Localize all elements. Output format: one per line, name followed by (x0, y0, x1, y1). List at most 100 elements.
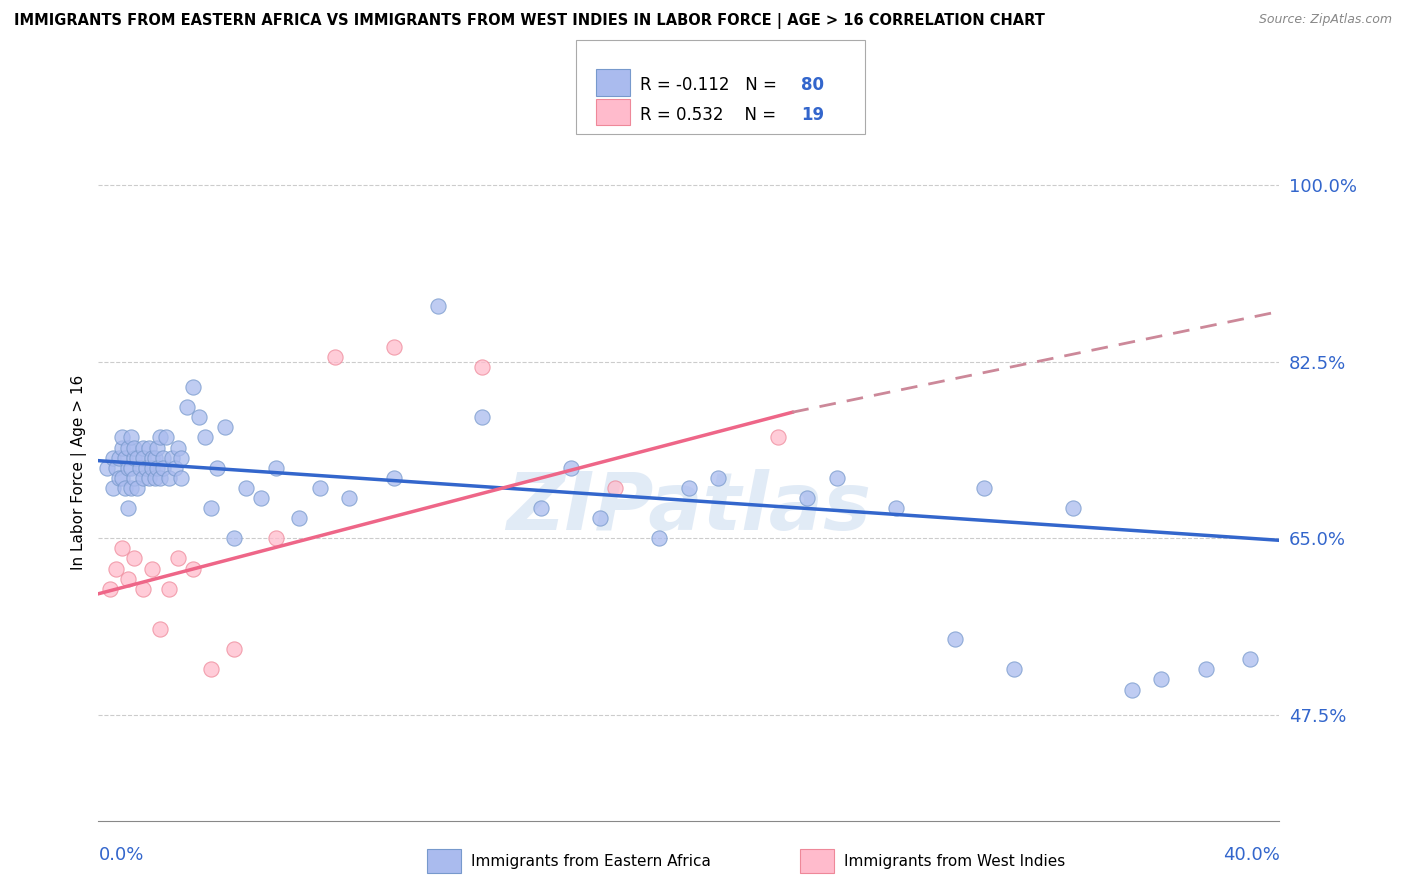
Point (108, 450, 131, 465)
Text: Immigrants from Eastern Africa: Immigrants from Eastern Africa (471, 855, 711, 869)
Point (103, 450, 125, 465)
Point (648, 531, 671, 545)
Point (323, 350, 346, 364)
Point (120, 430, 142, 444)
Text: R = -0.112   N =: R = -0.112 N = (640, 76, 782, 94)
Point (707, 471, 730, 485)
Point (165, 460, 187, 475)
Point (250, 491, 273, 505)
Point (205, 460, 228, 475)
Point (122, 551, 145, 566)
Point (141, 460, 163, 475)
Point (146, 441, 169, 455)
Point (111, 471, 134, 485)
Point (766, 430, 789, 444)
Point (120, 481, 142, 495)
Point (122, 450, 145, 465)
Point (1002, 662, 1025, 676)
Point (337, 491, 360, 505)
Point (141, 450, 163, 465)
Point (103, 481, 125, 495)
Point (149, 622, 172, 636)
Point (105, 561, 128, 575)
Point (155, 430, 177, 444)
Point (132, 582, 155, 596)
Text: 80: 80 (801, 76, 824, 94)
Point (200, 501, 222, 516)
Point (1150, 673, 1173, 687)
Point (530, 501, 553, 516)
Point (235, 481, 257, 495)
Point (264, 460, 287, 475)
Y-axis label: In Labor Force | Age > 16: In Labor Force | Age > 16 (72, 376, 87, 570)
Point (309, 481, 332, 495)
Point (125, 450, 148, 465)
Point (152, 450, 174, 465)
Point (1121, 682, 1143, 697)
Point (143, 450, 166, 465)
Point (132, 441, 155, 455)
Point (96, 460, 118, 475)
Point (138, 471, 160, 485)
Text: 19: 19 (801, 105, 824, 123)
Point (117, 441, 139, 455)
Point (117, 501, 139, 516)
Point (146, 460, 169, 475)
Point (181, 561, 204, 575)
Point (181, 380, 204, 394)
Point (560, 460, 582, 475)
Point (157, 582, 180, 596)
Point (884, 501, 907, 516)
Point (132, 450, 155, 465)
Point (471, 410, 494, 425)
Point (427, 299, 450, 313)
Point (170, 471, 193, 485)
Point (214, 420, 236, 434)
Point (1062, 501, 1084, 516)
Text: R = 0.532    N =: R = 0.532 N = (640, 105, 782, 123)
Point (125, 481, 148, 495)
Point (152, 460, 174, 475)
Point (149, 430, 172, 444)
Point (1195, 662, 1218, 676)
Point (111, 441, 134, 455)
Point (117, 572, 139, 586)
Point (143, 471, 166, 485)
Point (200, 662, 222, 676)
Point (149, 471, 172, 485)
Point (825, 471, 848, 485)
Point (105, 460, 128, 475)
Point (264, 531, 287, 545)
Point (111, 541, 134, 556)
Point (382, 471, 405, 485)
Point (120, 460, 142, 475)
Point (117, 460, 139, 475)
Point (176, 401, 198, 415)
Text: Immigrants from West Indies: Immigrants from West Indies (844, 855, 1064, 869)
Text: IMMIGRANTS FROM EASTERN AFRICA VS IMMIGRANTS FROM WEST INDIES IN LABOR FORCE | A: IMMIGRANTS FROM EASTERN AFRICA VS IMMIGR… (14, 13, 1045, 29)
Text: Source: ZipAtlas.com: Source: ZipAtlas.com (1258, 13, 1392, 27)
Point (98, 582, 121, 596)
Point (128, 460, 150, 475)
Text: 0.0%: 0.0% (98, 846, 143, 863)
Point (382, 340, 405, 354)
Point (187, 410, 209, 425)
Point (973, 481, 995, 495)
Point (135, 460, 157, 475)
Text: 40.0%: 40.0% (1223, 846, 1279, 863)
Point (111, 430, 134, 444)
Point (132, 471, 155, 485)
Point (288, 511, 311, 525)
Point (114, 481, 136, 495)
Point (108, 471, 131, 485)
Point (605, 481, 627, 495)
Point (114, 450, 136, 465)
Point (162, 450, 183, 465)
Point (141, 561, 163, 575)
Point (796, 491, 818, 505)
Point (589, 511, 612, 525)
Point (122, 441, 145, 455)
Point (157, 471, 180, 485)
Point (943, 632, 966, 647)
Point (167, 551, 190, 566)
